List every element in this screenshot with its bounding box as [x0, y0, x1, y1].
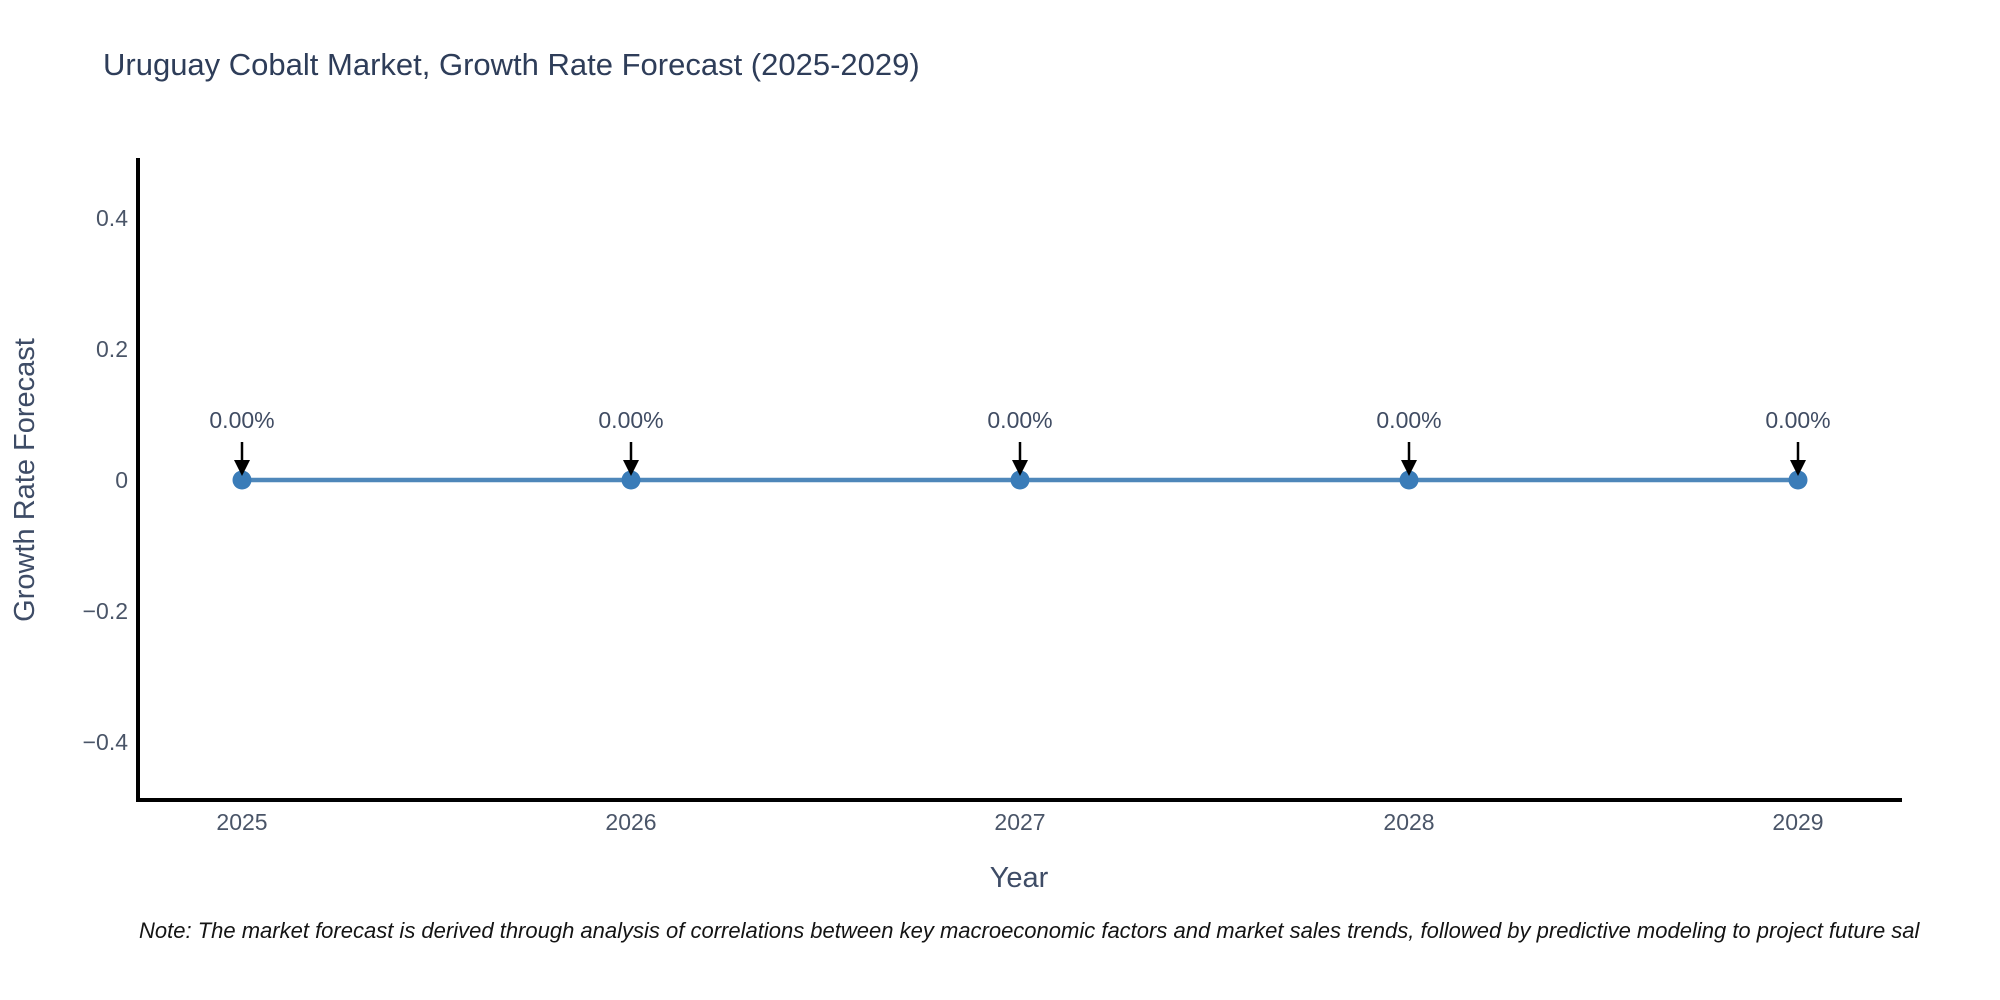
y-tick-label: 0.2	[96, 336, 128, 362]
y-tick-label: −0.4	[83, 729, 129, 755]
point-value-label: 0.00%	[209, 407, 274, 433]
data-point-2026	[621, 470, 641, 490]
x-tick-label: 2027	[994, 809, 1045, 835]
annotation-2027: 0.00%	[987, 407, 1053, 476]
y-tick-label: 0.4	[96, 205, 128, 231]
point-value-label: 0.00%	[987, 407, 1052, 433]
data-point-2025	[232, 470, 252, 490]
x-tick-label: 2026	[605, 809, 656, 835]
x-tick-label: 2029	[1772, 809, 1823, 835]
y-tick-label: 0	[115, 467, 128, 493]
data-point-2029	[1788, 470, 1808, 490]
annotation-arrowhead-icon	[1012, 460, 1028, 476]
point-value-label: 0.00%	[598, 407, 663, 433]
y-tick-label: −0.2	[83, 598, 128, 624]
x-tick-label: 2028	[1383, 809, 1434, 835]
footnote: Note: The market forecast is derived thr…	[139, 918, 1921, 943]
data-point-2028	[1399, 470, 1419, 490]
annotation-2025: 0.00%	[209, 407, 275, 476]
y-axis-spine	[136, 158, 140, 802]
x-tick-label: 2025	[216, 809, 267, 835]
annotation-2026: 0.00%	[598, 407, 664, 476]
y-axis-title: Growth Rate Forecast	[9, 338, 41, 622]
x-axis-spine	[136, 798, 1902, 802]
annotation-arrowhead-icon	[1790, 460, 1806, 476]
annotation-arrowhead-icon	[1401, 460, 1417, 476]
annotation-arrowhead-icon	[234, 460, 250, 476]
data-point-2027	[1010, 470, 1030, 490]
point-value-label: 0.00%	[1765, 407, 1830, 433]
chart-title: Uruguay Cobalt Market, Growth Rate Forec…	[103, 47, 920, 82]
annotation-arrowhead-icon	[623, 460, 639, 476]
x-axis-title: Year	[990, 862, 1049, 894]
point-value-label: 0.00%	[1376, 407, 1441, 433]
annotation-2028: 0.00%	[1376, 407, 1442, 476]
annotation-2029: 0.00%	[1765, 407, 1831, 476]
